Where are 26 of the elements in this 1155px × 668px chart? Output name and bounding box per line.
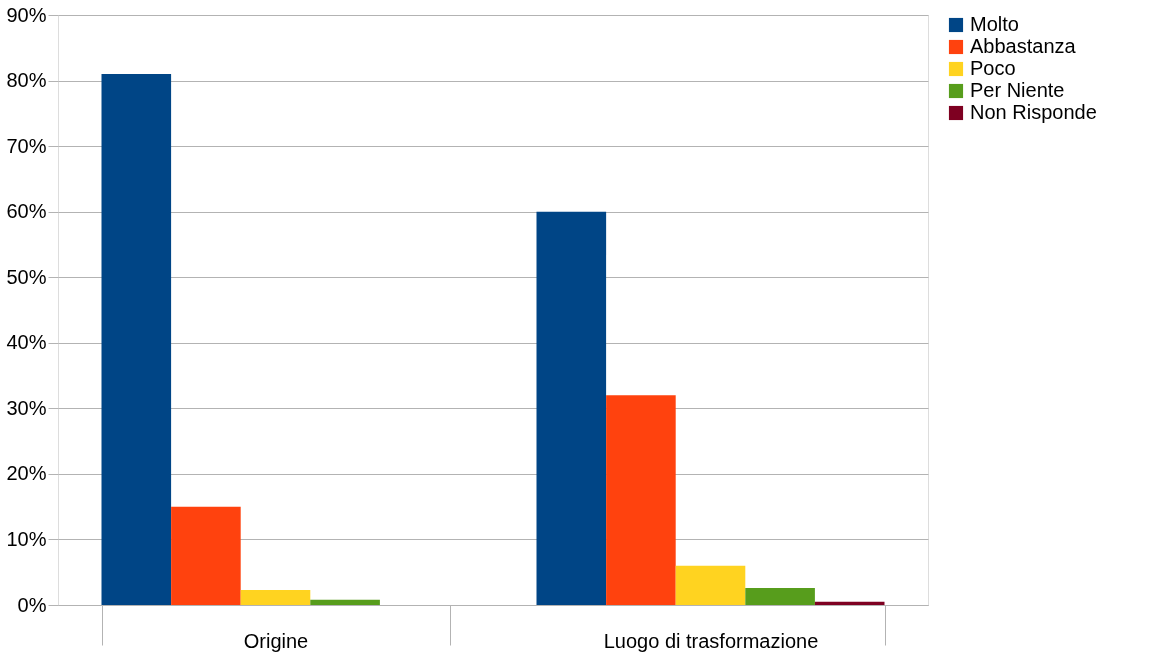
bar [745, 587, 815, 605]
y-tick-label: 70% [6, 134, 47, 157]
bar [675, 565, 746, 605]
x-tick-label: Origine [243, 629, 309, 652]
bar [536, 211, 607, 605]
y-tick-label: 80% [6, 69, 47, 92]
legend-label: Abbastanza [970, 35, 1077, 57]
legend-label: Per Niente [970, 79, 1065, 101]
y-tick-label: 90% [6, 3, 47, 26]
bar [310, 599, 380, 605]
y-tick-label: 30% [6, 396, 47, 419]
y-tick-label: 50% [6, 265, 47, 288]
y-tick-label: 60% [6, 200, 47, 223]
legend-label: Non Risponde [970, 101, 1097, 123]
bar [606, 395, 676, 605]
y-tick-label: 0% [17, 593, 47, 616]
y-tick-label: 10% [6, 527, 47, 550]
bar [814, 601, 885, 605]
legend-label: Poco [970, 57, 1016, 79]
legend-label: Molto [970, 13, 1019, 35]
x-tick-label: Luogo di trasformazione [603, 629, 819, 652]
bar [171, 506, 241, 605]
bar [240, 589, 311, 605]
y-tick-label: 20% [6, 462, 47, 485]
bar [101, 74, 172, 605]
y-tick-label: 40% [6, 331, 47, 354]
